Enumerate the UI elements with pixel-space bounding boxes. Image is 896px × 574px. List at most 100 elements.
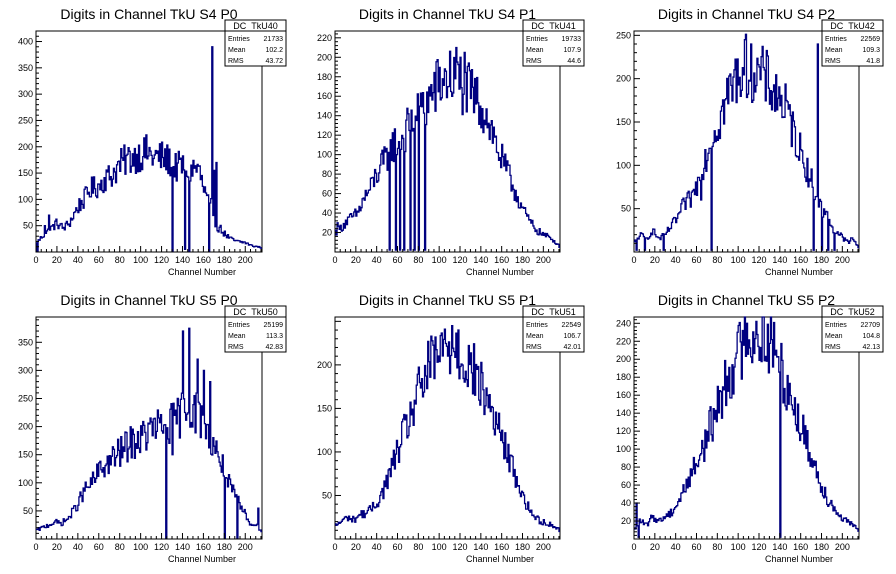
x-tick-label: 0	[33, 542, 38, 552]
x-tick-label: 0	[631, 255, 636, 265]
y-tick-label: 180	[317, 72, 332, 82]
x-tick-label: 160	[494, 542, 509, 552]
x-axis-label: Channel Number	[168, 267, 236, 277]
x-tick-label: 80	[115, 542, 125, 552]
chart-title: Digits in Channel TkU S4 P2	[658, 6, 835, 22]
x-tick-label: 180	[814, 542, 829, 552]
y-tick-label: 250	[616, 30, 631, 40]
x-tick-label: 80	[413, 542, 423, 552]
x-tick-label: 200	[536, 542, 551, 552]
y-tick-label: 200	[317, 52, 332, 62]
chart-title: Digits in Channel TkU S5 P2	[658, 292, 835, 308]
x-tick-label: 180	[217, 255, 232, 265]
stats-title: DC_TkU52	[830, 307, 875, 317]
stats-value-mean: 107.9	[563, 47, 581, 54]
x-tick-label: 80	[413, 255, 423, 265]
stats-label-mean: Mean	[526, 47, 544, 54]
y-tick-label: 350	[18, 63, 33, 73]
plot-frame	[633, 30, 860, 253]
y-tick-label: 150	[317, 403, 332, 413]
stats-label-mean: Mean	[825, 47, 843, 54]
stats-value-rms: 42.01	[563, 344, 581, 351]
x-tick-label: 140	[473, 542, 488, 552]
x-tick-label: 120	[452, 255, 467, 265]
x-tick-label: 200	[238, 542, 253, 552]
x-tick-label: 80	[712, 542, 722, 552]
y-tick-label: 300	[18, 89, 33, 99]
y-tick-label: 100	[18, 194, 33, 204]
x-tick-label: 80	[115, 255, 125, 265]
chart-title: Digits in Channel TkU S4 P0	[60, 6, 237, 22]
x-tick-label: 160	[196, 255, 211, 265]
x-tick-label: 200	[835, 542, 850, 552]
x-tick-label: 140	[175, 255, 190, 265]
stats-label-entries: Entries	[228, 322, 250, 329]
stats-box	[821, 19, 884, 67]
x-tick-label: 200	[536, 255, 551, 265]
x-tick-label: 60	[392, 542, 402, 552]
y-tick-label: 140	[616, 408, 631, 418]
y-tick-label: 80	[621, 462, 631, 472]
y-tick-label: 150	[18, 450, 33, 460]
stats-box	[224, 19, 287, 67]
x-tick-label: 160	[196, 542, 211, 552]
y-tick-label: 300	[18, 365, 33, 375]
y-tick-label: 140	[317, 111, 332, 121]
histogram-panel-5: Digits in Channel TkU S5 P2 0 20 40 60 80 100 1…	[616, 292, 884, 564]
y-tick-label: 250	[18, 115, 33, 125]
stats-value-entries: 21733	[264, 36, 284, 43]
x-tick-label: 20	[351, 542, 361, 552]
stats-label-rms: RMS	[228, 344, 244, 351]
x-tick-label: 160	[793, 542, 808, 552]
x-tick-label: 160	[494, 255, 509, 265]
stats-title: DC_TkU42	[830, 21, 875, 31]
x-tick-label: 120	[452, 542, 467, 552]
y-tick-label: 200	[18, 422, 33, 432]
stats-label-rms: RMS	[526, 344, 542, 351]
x-tick-label: 180	[217, 542, 232, 552]
y-tick-label: 60	[322, 189, 332, 199]
x-tick-label: 100	[133, 542, 148, 552]
histogram-panel-1: Digits in Channel TkU S4 P1 0 20 40 60 80 100 1…	[317, 6, 585, 277]
histogram-series	[634, 316, 859, 538]
y-tick-label: 20	[621, 516, 631, 526]
stats-label-entries: Entries	[825, 36, 847, 43]
stats-value-rms: 41.8	[866, 58, 880, 65]
x-tick-label: 20	[52, 255, 62, 265]
stats-label-entries: Entries	[825, 322, 847, 329]
stats-label-rms: RMS	[228, 58, 244, 65]
y-tick-label: 120	[616, 426, 631, 436]
x-tick-label: 20	[52, 542, 62, 552]
x-tick-label: 140	[772, 542, 787, 552]
stats-label-entries: Entries	[526, 36, 548, 43]
y-tick-label: 200	[317, 360, 332, 370]
y-tick-label: 160	[616, 390, 631, 400]
y-tick-label: 100	[616, 444, 631, 454]
stats-value-rms: 43.72	[265, 58, 283, 65]
y-tick-label: 120	[317, 130, 332, 140]
stats-label-mean: Mean	[228, 47, 246, 54]
histogram-series	[335, 325, 560, 533]
y-tick-label: 250	[18, 393, 33, 403]
x-tick-label: 200	[835, 255, 850, 265]
y-tick-label: 100	[317, 447, 332, 457]
x-tick-label: 0	[332, 255, 337, 265]
x-tick-label: 100	[432, 255, 447, 265]
y-tick-label: 180	[616, 372, 631, 382]
x-tick-label: 40	[372, 255, 382, 265]
x-axis-label: Channel Number	[466, 267, 534, 277]
stats-value-mean: 109.3	[862, 47, 880, 54]
x-axis-label: Channel Number	[168, 554, 236, 564]
y-tick-label: 240	[616, 318, 631, 328]
y-tick-label: 160	[317, 91, 332, 101]
stats-value-entries: 22549	[562, 322, 582, 329]
stats-label-rms: RMS	[825, 58, 841, 65]
stats-value-mean: 106.7	[563, 333, 581, 340]
x-tick-label: 160	[793, 255, 808, 265]
histogram-series	[335, 46, 560, 251]
stats-value-mean: 104.8	[862, 333, 880, 340]
x-tick-label: 20	[650, 542, 660, 552]
x-tick-label: 40	[671, 255, 681, 265]
stats-box	[522, 19, 585, 67]
